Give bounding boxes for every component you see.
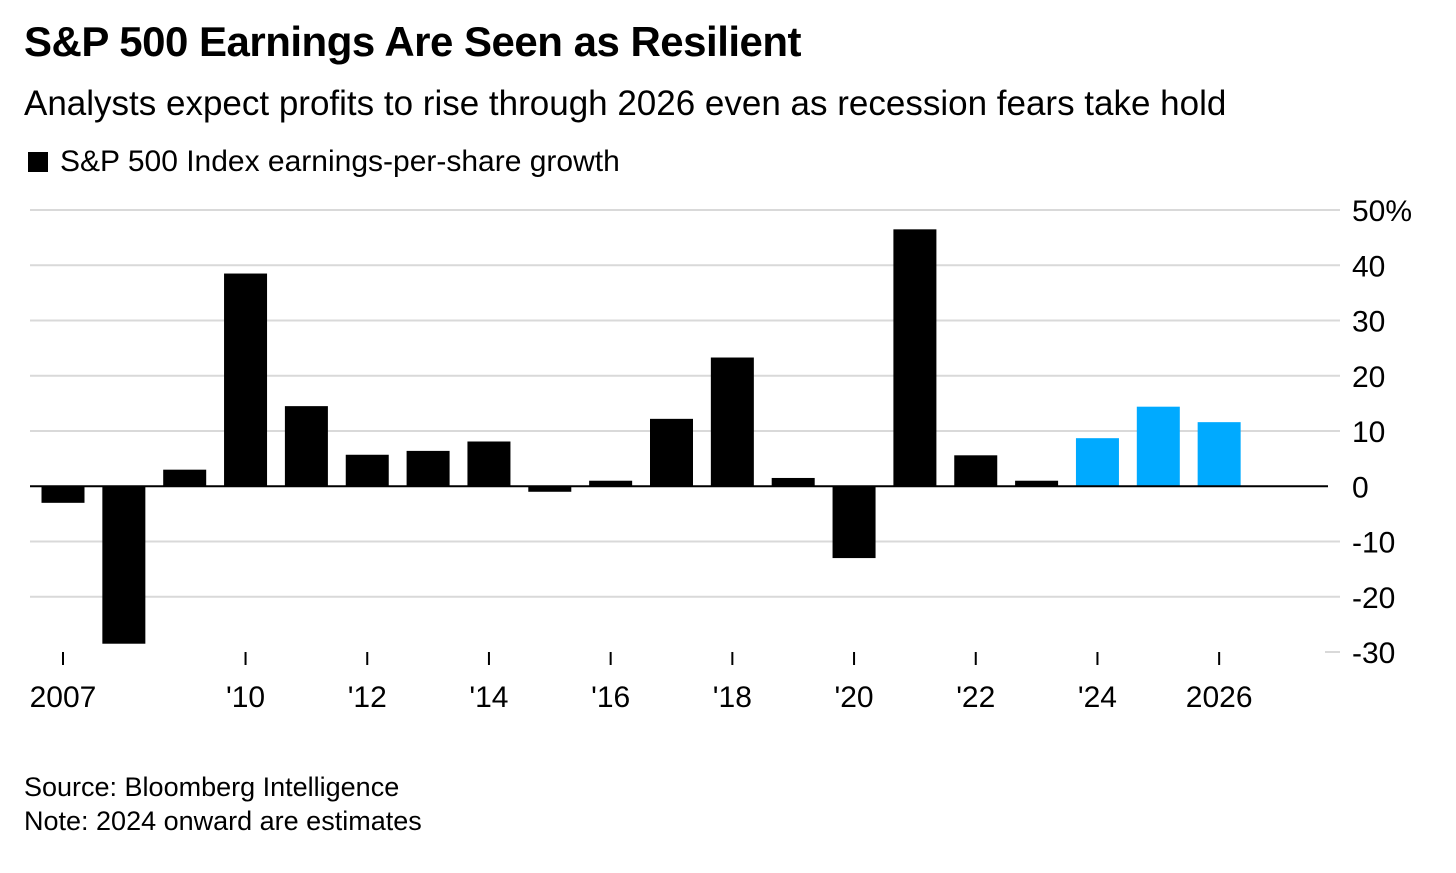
bar-2018 (710, 357, 754, 487)
x-tick-label: '18 (713, 681, 752, 714)
bar-2022 (954, 455, 998, 487)
bar-2009 (163, 469, 207, 487)
legend: S&P 500 Index earnings-per-share growth (28, 144, 620, 180)
y-tick-label: 50% (1352, 195, 1412, 228)
bar-2010 (224, 273, 268, 487)
x-tick-label: '24 (1078, 681, 1117, 714)
bar-2020 (832, 486, 876, 559)
bar-2014 (467, 441, 511, 487)
source-note: Source: Bloomberg Intelligence (24, 772, 400, 802)
bar-2011 (284, 406, 328, 487)
x-tick-label: '14 (469, 681, 508, 714)
bar-2017 (650, 418, 693, 487)
bar-2015 (528, 486, 572, 492)
y-tick-label: 30 (1352, 306, 1385, 339)
chart-title: S&P 500 Earnings Are Seen as Resilient (24, 18, 802, 65)
bar-2007 (41, 486, 85, 503)
y-tick-label: 40 (1352, 250, 1385, 283)
bar-2019 (771, 477, 815, 487)
x-tick-label: 2026 (1186, 681, 1253, 714)
x-tick-label: '22 (956, 681, 995, 714)
y-tick-label: -20 (1352, 582, 1395, 615)
chart-subtitle: Analysts expect profits to rise through … (24, 84, 1227, 123)
y-tick-label: 10 (1352, 416, 1385, 449)
x-tick-label: 2007 (30, 681, 97, 714)
x-tick-label: '20 (834, 681, 873, 714)
bar-2024 (1075, 438, 1119, 487)
legend-label: S&P 500 Index earnings-per-share growth (60, 145, 620, 178)
y-tick-label: -30 (1352, 637, 1395, 670)
bar-2012 (345, 454, 389, 487)
legend-swatch (28, 152, 48, 172)
estimates-note: Note: 2024 onward are estimates (24, 806, 422, 836)
bar-2013 (406, 450, 450, 487)
bar-2021 (893, 229, 937, 487)
y-tick-label: -10 (1352, 527, 1395, 560)
bar-2025 (1136, 406, 1180, 487)
bar-2016 (589, 480, 633, 487)
bar-2023 (1015, 480, 1059, 487)
bar-2026 (1197, 422, 1241, 487)
bar-2008 (102, 486, 146, 644)
y-tick-label: 20 (1352, 361, 1385, 394)
x-tick-label: '10 (226, 681, 265, 714)
x-tick-label: '12 (348, 681, 387, 714)
y-tick-label: 0 (1352, 471, 1369, 504)
x-tick-label: '16 (591, 681, 630, 714)
